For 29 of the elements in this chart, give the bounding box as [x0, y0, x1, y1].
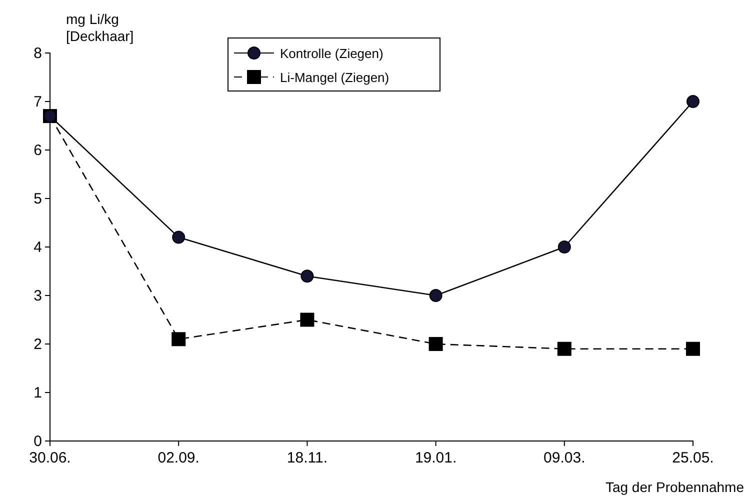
point: [557, 342, 572, 356]
legend-label: Li-Mangel (Ziegen): [280, 70, 390, 85]
y-tick-label: 6: [34, 142, 42, 159]
point: [429, 289, 442, 302]
legend-label: Kontrolle (Ziegen): [280, 46, 384, 61]
point: [300, 312, 314, 327]
point: [172, 230, 186, 244]
point: [686, 95, 700, 108]
x-tick-label: 25.05.: [672, 450, 714, 466]
y-tick-label: 7: [34, 93, 42, 110]
x-tick-label: 18.11.: [286, 450, 328, 466]
y-tick-label: 3: [34, 287, 42, 304]
x-tick-label: 19.01.: [414, 450, 457, 466]
x-tick-label: 02.09.: [158, 450, 200, 466]
y-axis-title: mg Li/kg [Deckhaar]: [66, 11, 134, 44]
y-tick-label: 8: [34, 44, 42, 62]
y-tick-label: 0: [34, 432, 42, 450]
y-tick-label: 4: [34, 238, 42, 256]
point: [558, 240, 571, 254]
point: [428, 337, 443, 351]
x-axis-title: Tag der Probennahme: [605, 479, 744, 495]
point: [172, 332, 186, 346]
point: [686, 342, 700, 356]
x-tick-label: 09.03.: [544, 450, 586, 466]
point: [300, 270, 314, 283]
y-tick-label: 1: [34, 384, 42, 402]
x-tick-label: 30.06.: [29, 450, 71, 466]
y-tick-label: 5: [34, 190, 42, 208]
y-tick-label: 2: [34, 336, 42, 353]
